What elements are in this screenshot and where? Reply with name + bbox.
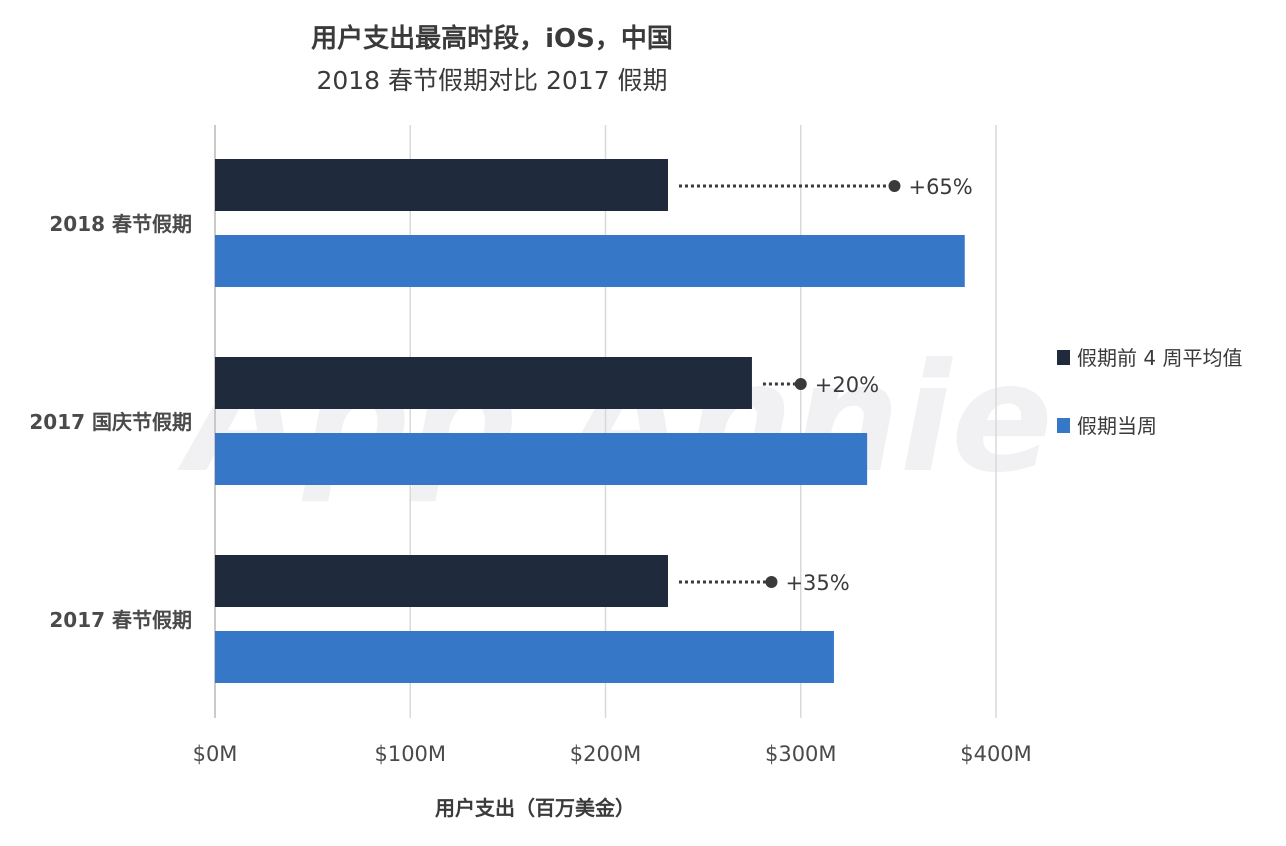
- annotations: +65% +20% +35%: [678, 175, 973, 595]
- growth-label: +35%: [785, 571, 849, 595]
- gridlines: [214, 125, 997, 718]
- legend-entry: 假期当周: [1077, 414, 1157, 438]
- legend-swatch: [1057, 418, 1070, 433]
- x-tick-label: $400M: [960, 742, 1032, 766]
- bar: [215, 631, 834, 683]
- bar: [215, 357, 752, 409]
- category-label: 2018 春节假期: [49, 212, 192, 236]
- bars: [215, 159, 965, 683]
- chart-subtitle: 2018 春节假期对比 2017 假期: [316, 66, 667, 95]
- bar: [215, 235, 965, 287]
- bar: [215, 159, 668, 211]
- growth-label: +20%: [815, 373, 879, 397]
- category-label: 2017 国庆节假期: [29, 410, 192, 434]
- x-axis-label: 用户支出（百万美金）: [435, 796, 635, 820]
- x-tick-label: $300M: [765, 742, 837, 766]
- bar: [215, 555, 668, 607]
- legend-swatch: [1057, 350, 1070, 365]
- x-tick-label: $100M: [374, 742, 446, 766]
- annotation-marker: [888, 180, 901, 192]
- chart-title: 用户支出最高时段，iOS，中国: [311, 23, 673, 54]
- annotation-marker: [794, 378, 807, 390]
- category-label: 2017 春节假期: [49, 608, 192, 632]
- bar: [215, 433, 868, 485]
- annotation-marker: [765, 576, 778, 588]
- category-labels: 2018 春节假期 2017 国庆节假期 2017 春节假期: [29, 212, 192, 632]
- x-tick-label: $0M: [193, 742, 238, 766]
- growth-label: +65%: [908, 175, 972, 199]
- legend-entry: 假期前 4 周平均值: [1077, 346, 1242, 370]
- x-tick-label: $200M: [570, 742, 642, 766]
- x-tick-labels: $0M $100M $200M $300M $400M: [193, 742, 1032, 766]
